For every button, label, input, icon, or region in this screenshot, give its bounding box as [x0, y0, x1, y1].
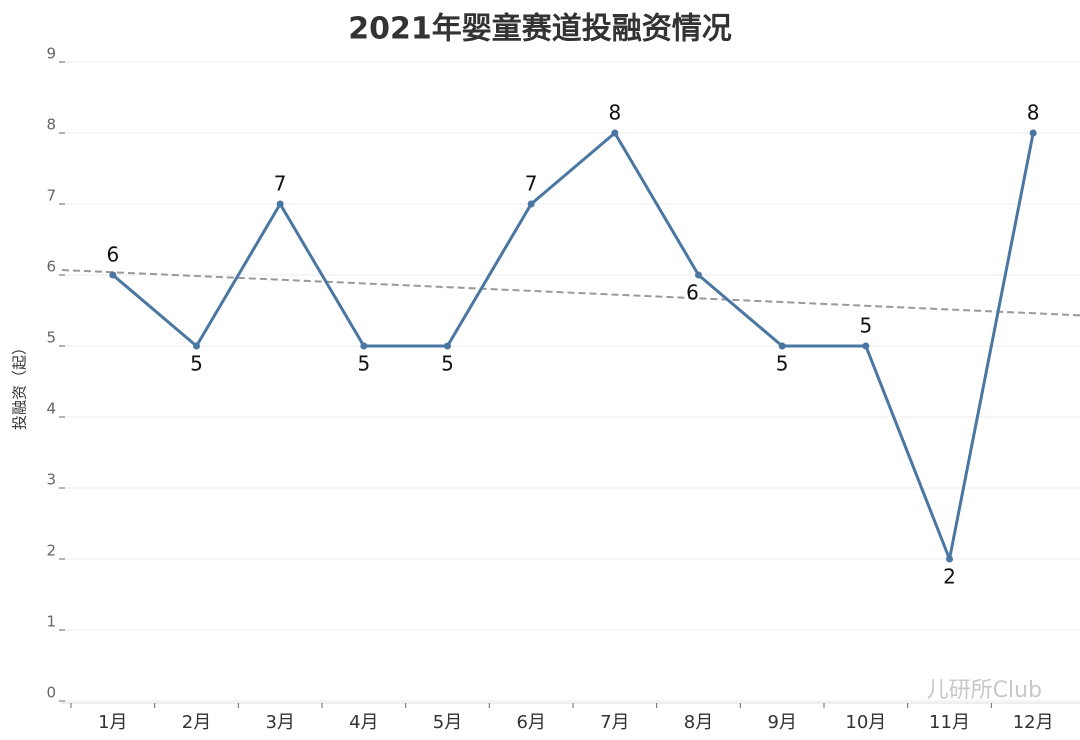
y-tick-label: 1: [46, 613, 56, 631]
y-axis-label: 投融资（起）: [11, 340, 29, 430]
x-tick-label: 4月: [349, 712, 378, 733]
series-line: [111, 131, 1035, 561]
y-tick-label: 3: [46, 471, 56, 489]
data-label: 2: [943, 565, 956, 589]
data-label: 5: [441, 352, 454, 376]
point: [527, 200, 535, 208]
point: [1029, 129, 1037, 137]
x-tick-label: 6月: [516, 712, 545, 733]
data-label: 8: [608, 101, 621, 125]
chart-title: 2021年婴童赛道投融资情况: [348, 12, 732, 47]
data-label: 5: [357, 352, 370, 376]
point: [611, 129, 619, 137]
x-tick-label: 3月: [265, 712, 294, 733]
point: [193, 342, 200, 350]
x-tick-label: 7月: [600, 712, 629, 733]
x-tick-label: 10月: [845, 712, 886, 733]
y-tick-label: 4: [46, 400, 56, 418]
data-label: 5: [776, 352, 789, 376]
point: [695, 271, 702, 279]
y-tick-label: 2: [46, 542, 56, 560]
x-tick-label: 12月: [1013, 712, 1054, 733]
x-tick-label: 5月: [433, 712, 462, 733]
data-label: 6: [106, 243, 119, 267]
watermark: 儿研所Club: [927, 678, 1042, 703]
point: [276, 200, 284, 208]
point: [109, 271, 117, 279]
y-tick-label: 7: [46, 187, 56, 205]
x-tick-label: 1月: [98, 712, 127, 733]
point: [778, 342, 786, 350]
x-tick-label: 2月: [182, 712, 211, 733]
y-tick-label: 6: [46, 258, 56, 276]
point: [444, 342, 451, 350]
data-label: 6: [686, 281, 699, 305]
point: [360, 342, 368, 350]
data-label: 5: [859, 314, 872, 338]
data-label: 7: [525, 172, 538, 196]
y-tick-label: 0: [46, 684, 56, 702]
x-tick-label: 8月: [684, 712, 713, 733]
y-tick-label: 8: [46, 116, 56, 134]
y-tick-label: 9: [46, 45, 56, 63]
x-tick-label: 9月: [767, 712, 796, 733]
y-tick-label: 5: [46, 329, 56, 347]
x-tick-label: 11月: [929, 712, 970, 733]
data-label: 5: [190, 352, 203, 376]
point: [862, 342, 870, 350]
trend-line: [61, 269, 1080, 317]
point: [946, 555, 953, 563]
data-label: 8: [1027, 101, 1040, 125]
data-label: 7: [274, 172, 287, 196]
